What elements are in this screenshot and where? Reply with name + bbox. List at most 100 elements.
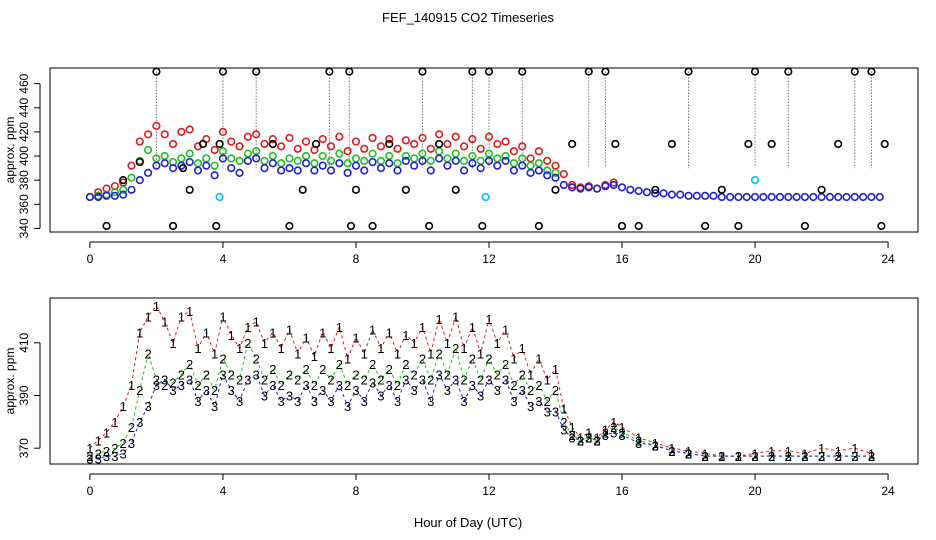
data-point <box>775 192 785 202</box>
data-point-label: 3 <box>818 449 825 464</box>
data-point-label: 1 <box>818 441 825 456</box>
data-point-label: 2 <box>569 428 576 443</box>
data-point <box>501 156 510 165</box>
data-point-label: 3 <box>336 378 343 393</box>
x-axis-label: Hour of Day (UTC) <box>414 515 522 530</box>
data-point <box>568 139 577 149</box>
data-point <box>110 191 119 200</box>
data-point <box>293 144 302 153</box>
data-point <box>825 192 834 202</box>
series-line <box>89 341 872 457</box>
data-point-label: 2 <box>552 383 559 398</box>
data-point-label: 2 <box>477 373 484 388</box>
data-point <box>326 142 336 151</box>
data-point-label: 3 <box>668 444 675 459</box>
data-point-label: 3 <box>194 394 201 409</box>
data-point <box>177 127 186 137</box>
data-point <box>476 163 485 173</box>
data-point-label: 2 <box>203 367 210 382</box>
data-point-label: 2 <box>169 375 176 390</box>
data-point <box>717 192 726 202</box>
data-point <box>634 221 643 231</box>
data-point-label: 2 <box>286 367 293 382</box>
data-point-label: 2 <box>261 373 268 388</box>
data-point <box>298 185 307 194</box>
data-point-label: 2 <box>751 449 758 464</box>
data-point-label: 3 <box>585 431 592 446</box>
data-point <box>617 221 627 231</box>
data-point-label: 2 <box>386 362 393 377</box>
data-point <box>468 135 477 144</box>
data-point-label: 2 <box>278 378 285 393</box>
data-point <box>144 168 153 178</box>
data-point <box>235 142 244 151</box>
data-point-label: 2 <box>411 367 418 382</box>
data-point-label: 3 <box>469 378 476 393</box>
data-point-label: 1 <box>768 444 775 459</box>
data-point-label: 2 <box>460 373 467 388</box>
data-point <box>144 130 153 139</box>
data-point <box>792 192 801 202</box>
data-point-label: 1 <box>851 441 858 456</box>
data-point-label: 1 <box>585 425 592 440</box>
data-point-label: 1 <box>577 431 584 446</box>
data-point <box>218 127 228 137</box>
data-point-label: 2 <box>327 373 334 388</box>
data-point-label: 3 <box>851 449 858 464</box>
data-point <box>127 173 136 182</box>
data-point-label: 1 <box>186 304 193 319</box>
data-point <box>534 166 543 175</box>
x-tick-label: 20 <box>748 484 762 498</box>
data-point-label: 3 <box>835 449 842 464</box>
data-point-label: 1 <box>336 320 343 335</box>
data-point-label: 2 <box>153 373 160 388</box>
data-point-label: 1 <box>319 325 326 340</box>
data-point <box>326 156 336 165</box>
data-point-label: 1 <box>302 331 309 346</box>
data-point <box>193 166 203 175</box>
data-point <box>701 191 710 200</box>
data-point <box>692 191 701 200</box>
data-point-label: 2 <box>161 378 168 393</box>
data-point <box>750 176 760 185</box>
x-tick-label: 4 <box>220 252 227 266</box>
data-point <box>185 149 194 158</box>
data-point <box>293 156 302 165</box>
data-point <box>418 67 427 76</box>
data-point <box>459 142 469 151</box>
data-point <box>684 191 693 200</box>
data-point <box>227 137 236 146</box>
data-point <box>401 136 410 145</box>
x-tick-label: 0 <box>87 484 94 498</box>
data-point <box>110 188 119 197</box>
data-point-label: 3 <box>569 431 576 446</box>
data-point-label: 2 <box>394 378 401 393</box>
data-point-label: 3 <box>444 383 451 398</box>
data-point-label: 2 <box>144 346 151 361</box>
data-point-label: 3 <box>635 436 642 451</box>
data-point <box>667 139 677 149</box>
data-point-label: 1 <box>593 431 600 446</box>
data-point <box>252 130 261 139</box>
data-point-label: 3 <box>219 367 226 382</box>
x-tick-label: 12 <box>482 484 496 498</box>
data-point-label: 1 <box>361 346 368 361</box>
data-point-label: 1 <box>194 341 201 356</box>
data-point <box>277 166 286 175</box>
data-point-label: 1 <box>95 433 102 448</box>
data-point <box>659 189 668 198</box>
data-point <box>468 159 477 168</box>
data-point-label: 2 <box>502 357 509 372</box>
data-point <box>346 221 356 231</box>
data-point-label: 2 <box>211 383 218 398</box>
data-point-label: 1 <box>444 336 451 351</box>
data-point <box>210 161 219 170</box>
data-point-label: 2 <box>319 362 326 377</box>
x-tick-label: 8 <box>353 252 360 266</box>
data-point <box>360 156 369 165</box>
data-point-label: 1 <box>294 346 301 361</box>
x-tick-label: 24 <box>881 484 895 498</box>
data-point-label: 2 <box>427 373 434 388</box>
data-point-label: 3 <box>618 428 625 443</box>
